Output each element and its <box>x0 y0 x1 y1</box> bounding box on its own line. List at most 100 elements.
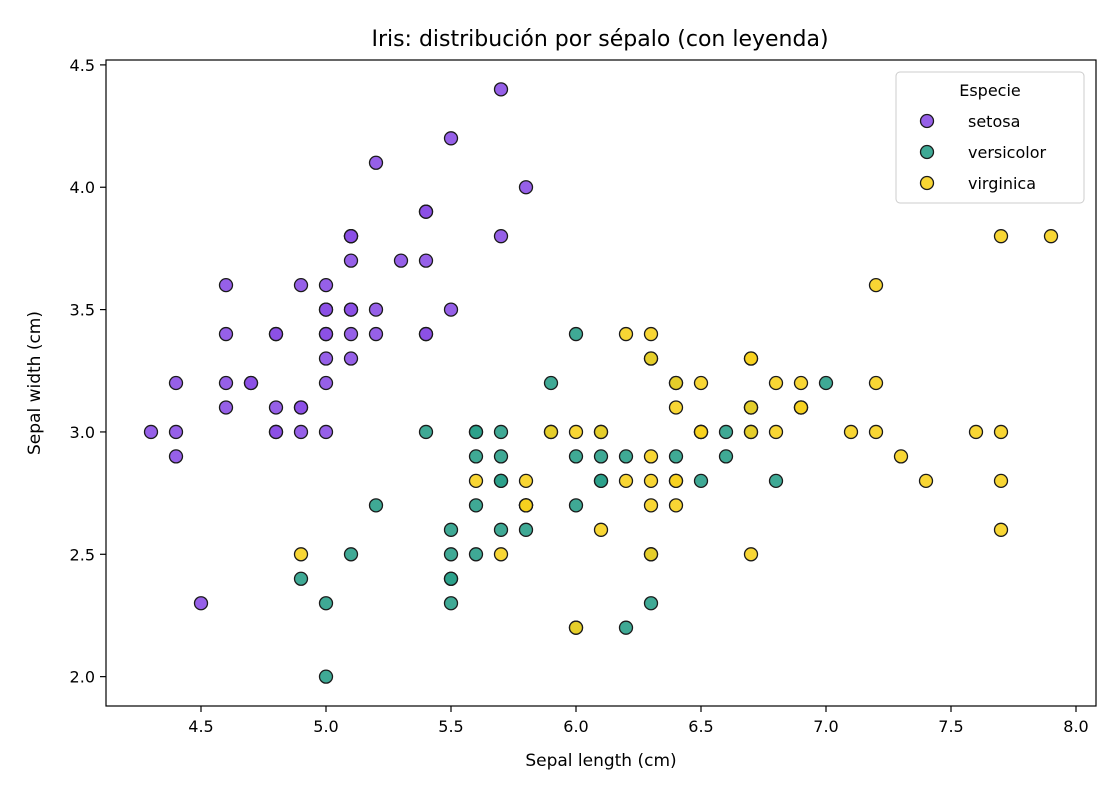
point-virginica <box>743 400 759 415</box>
point-virginica <box>543 424 559 440</box>
point-virginica <box>693 424 709 440</box>
point-setosa <box>143 424 159 440</box>
point-virginica <box>993 229 1009 244</box>
point-virginica <box>668 400 684 415</box>
point-versicolor <box>818 375 834 391</box>
point-versicolor <box>418 424 434 440</box>
point-virginica <box>768 424 784 440</box>
y-tick-label: 3.5 <box>70 301 95 320</box>
y-tick-label: 4.0 <box>70 178 95 197</box>
x-tick-label: 5.0 <box>313 717 338 736</box>
point-versicolor <box>468 547 484 562</box>
point-setosa <box>343 229 359 244</box>
point-setosa <box>443 302 459 317</box>
y-axis-label: Sepal width (cm) <box>25 311 45 455</box>
point-virginica <box>643 547 659 562</box>
point-versicolor <box>318 596 334 611</box>
point-setosa <box>218 326 234 342</box>
point-virginica <box>893 449 909 464</box>
point-setosa <box>293 400 309 415</box>
point-versicolor <box>668 449 684 464</box>
x-axis: 4.5 5.0 5.5 6.0 6.5 7.0 7.5 8.0 <box>188 706 1089 736</box>
point-setosa <box>343 351 359 366</box>
point-versicolor <box>768 473 784 489</box>
point-virginica <box>993 473 1009 489</box>
point-versicolor <box>293 571 309 586</box>
point-virginica <box>568 620 584 635</box>
point-setosa <box>218 375 234 391</box>
point-virginica <box>593 522 609 537</box>
point-versicolor <box>468 424 484 440</box>
point-virginica <box>493 547 509 562</box>
point-setosa <box>343 253 359 268</box>
point-virginica <box>643 326 659 342</box>
point-versicolor <box>693 473 709 489</box>
chart-title: Iris: distribución por sépalo (con leyen… <box>371 27 828 52</box>
point-virginica <box>793 375 809 391</box>
point-virginica <box>643 351 659 366</box>
x-tick-label: 7.5 <box>938 717 963 736</box>
point-virginica <box>743 351 759 366</box>
point-virginica <box>293 547 309 562</box>
legend-title: Especie <box>959 81 1021 100</box>
point-versicolor <box>493 424 509 440</box>
legend-box <box>895 71 1085 204</box>
point-setosa <box>318 326 334 342</box>
point-virginica <box>868 424 884 440</box>
point-setosa <box>343 326 359 342</box>
point-setosa <box>418 204 434 219</box>
point-virginica <box>593 424 609 440</box>
point-virginica <box>843 424 859 440</box>
point-versicolor <box>568 498 584 513</box>
x-tick-label: 4.5 <box>188 717 213 736</box>
point-virginica <box>618 473 634 489</box>
x-tick-label: 8.0 <box>1063 717 1088 736</box>
point-virginica <box>518 498 534 513</box>
x-axis-label: Sepal length (cm) <box>525 751 676 771</box>
point-setosa <box>243 375 259 391</box>
y-tick-label: 2.0 <box>70 668 95 687</box>
point-setosa <box>218 400 234 415</box>
point-setosa <box>443 131 459 146</box>
point-versicolor <box>443 596 459 611</box>
point-setosa <box>168 449 184 464</box>
point-versicolor <box>468 498 484 513</box>
point-versicolor <box>343 547 359 562</box>
point-versicolor <box>618 449 634 464</box>
point-versicolor <box>593 449 609 464</box>
point-setosa <box>293 424 309 440</box>
point-virginica <box>768 375 784 391</box>
point-setosa <box>368 155 384 170</box>
legend-label-setosa: setosa <box>968 112 1020 131</box>
x-tick-label: 6.0 <box>563 717 588 736</box>
point-setosa <box>318 375 334 391</box>
point-virginica <box>643 498 659 513</box>
y-tick-label: 3.0 <box>70 423 95 442</box>
legend-label-versicolor: versicolor <box>968 143 1046 162</box>
legend-marker-virginica <box>919 175 935 191</box>
point-versicolor <box>518 522 534 537</box>
point-versicolor <box>443 547 459 562</box>
point-setosa <box>318 351 334 366</box>
point-versicolor <box>443 522 459 537</box>
point-setosa <box>268 400 284 415</box>
point-setosa <box>318 277 334 293</box>
point-virginica <box>643 473 659 489</box>
point-versicolor <box>493 522 509 537</box>
point-virginica <box>793 400 809 415</box>
point-virginica <box>568 424 584 440</box>
point-versicolor <box>493 449 509 464</box>
point-virginica <box>668 473 684 489</box>
point-setosa <box>168 424 184 440</box>
point-setosa <box>343 302 359 317</box>
point-versicolor <box>718 449 734 464</box>
point-virginica <box>993 522 1009 537</box>
point-versicolor <box>318 669 334 684</box>
point-setosa <box>168 375 184 391</box>
data-points <box>143 82 1059 684</box>
point-setosa <box>518 180 534 195</box>
x-tick-label: 5.5 <box>438 717 463 736</box>
point-virginica <box>468 473 484 489</box>
point-setosa <box>493 82 509 97</box>
